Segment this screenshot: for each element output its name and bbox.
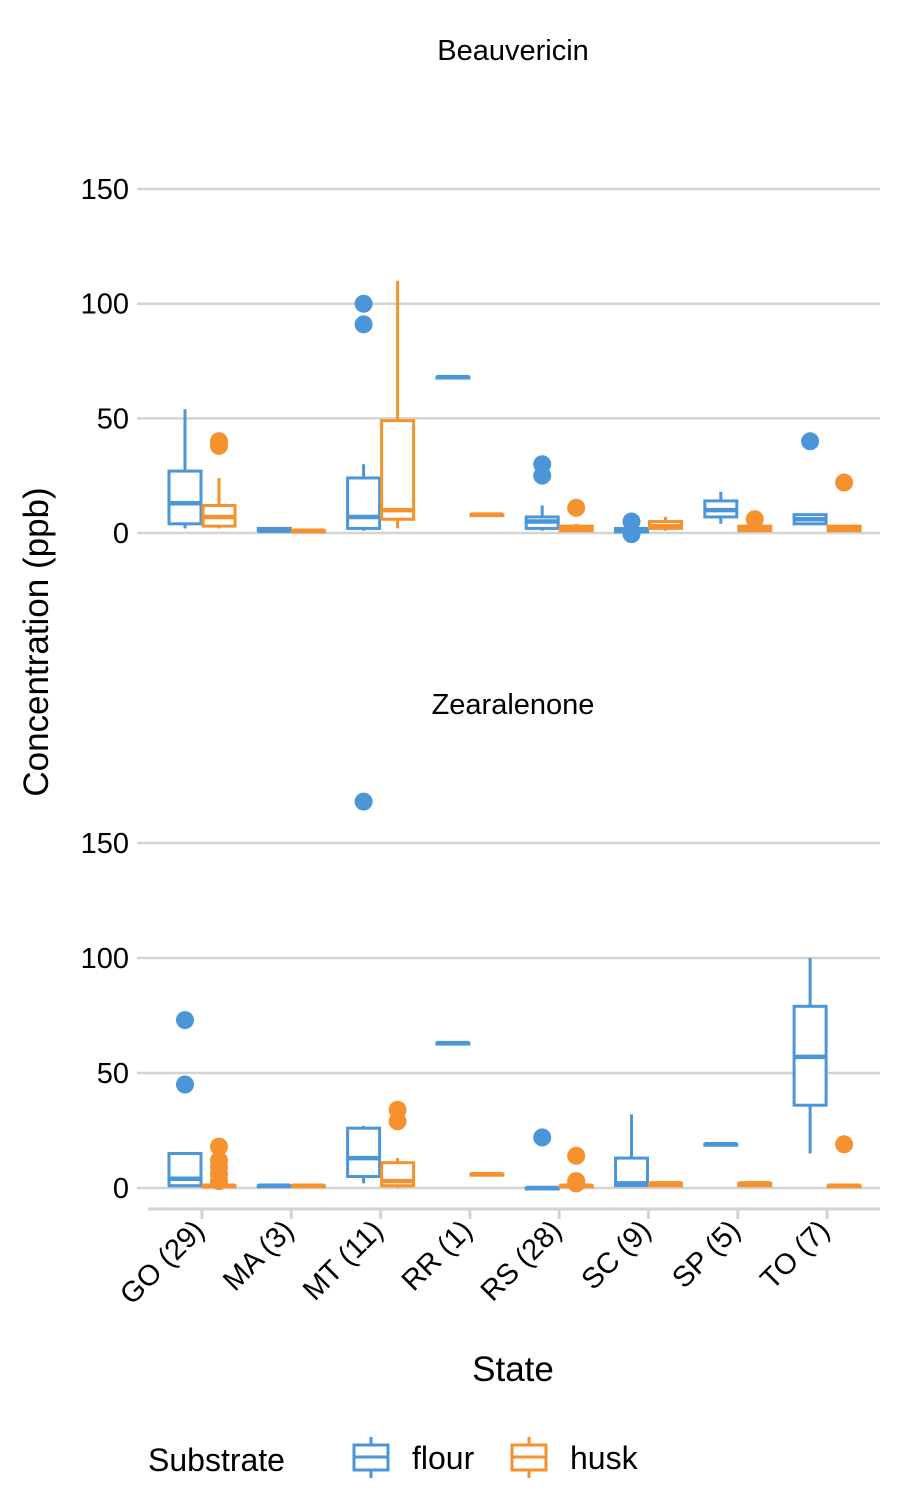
box-husk-2 bbox=[380, 280, 416, 529]
box-flour-3 bbox=[435, 374, 471, 380]
y-tick-label: 0 bbox=[113, 518, 129, 550]
x-tick-label: TO (7) bbox=[755, 1214, 836, 1295]
legend-keys: flour husk bbox=[352, 1437, 639, 1478]
outlier-point bbox=[835, 1135, 854, 1154]
panel-1: Zearalenone 0 50 100 150 bbox=[81, 689, 880, 1205]
box-flour-2 bbox=[346, 792, 382, 1184]
box-flour-5 bbox=[614, 1114, 649, 1188]
y-tick-label: 100 bbox=[81, 943, 129, 975]
box-flour-6 bbox=[703, 1142, 739, 1147]
box-husk-7 bbox=[826, 473, 862, 533]
x-tick-label: MT (11) bbox=[297, 1214, 390, 1307]
box-husk-0 bbox=[201, 432, 237, 529]
outlier-point bbox=[533, 455, 552, 474]
outlier-point bbox=[567, 1146, 586, 1165]
box-flour-6 bbox=[703, 491, 739, 524]
outlier-point bbox=[354, 315, 373, 334]
y-tick-label: 100 bbox=[81, 289, 129, 321]
outlier-point bbox=[354, 294, 373, 313]
box-husk-6 bbox=[737, 510, 773, 533]
box-husk-3 bbox=[469, 1171, 505, 1177]
legend-title: Substrate bbox=[148, 1442, 285, 1478]
box-iqr bbox=[167, 469, 203, 526]
box-flour-0 bbox=[167, 1011, 203, 1188]
box-iqr bbox=[380, 419, 416, 521]
panel-title: Zearalenone bbox=[432, 689, 595, 721]
panel-0: Beauvericin 0 50 100 150 bbox=[81, 35, 880, 550]
box-iqr bbox=[346, 476, 382, 530]
box-husk-6 bbox=[737, 1181, 773, 1188]
legend: Substrate flour husk bbox=[148, 1437, 639, 1478]
outlier-point bbox=[567, 498, 586, 517]
box-iqr bbox=[614, 1156, 649, 1188]
outlier-point bbox=[388, 1100, 407, 1119]
outlier-point bbox=[622, 512, 641, 531]
y-tick-label: 150 bbox=[81, 828, 129, 860]
outlier-point bbox=[567, 1172, 586, 1191]
outlier-point bbox=[176, 1011, 194, 1030]
y-tick-label: 150 bbox=[81, 174, 129, 206]
box-husk-0 bbox=[201, 1137, 237, 1191]
legend-key-flour: flour bbox=[352, 1437, 475, 1478]
panels: Beauvericin 0 50 100 150 Zearalenone 0 50 100 150 bbox=[81, 35, 880, 1205]
outlier-point bbox=[745, 510, 764, 529]
outlier-point bbox=[533, 1128, 552, 1147]
box-husk-4 bbox=[558, 498, 594, 533]
legend-label: husk bbox=[570, 1440, 639, 1476]
box-husk-4 bbox=[558, 1146, 594, 1193]
outlier-point bbox=[354, 792, 373, 811]
x-tick-label: MA (3) bbox=[217, 1214, 300, 1297]
y-axis-title: Concentration (ppb) bbox=[17, 487, 56, 796]
outlier-point bbox=[835, 473, 854, 492]
box-iqr bbox=[346, 1126, 382, 1178]
box-flour-1 bbox=[256, 1183, 292, 1189]
legend-label: flour bbox=[412, 1440, 475, 1476]
box-flour-4 bbox=[524, 455, 560, 531]
x-tick-label: RS (28) bbox=[475, 1214, 568, 1307]
box-husk-3 bbox=[469, 512, 505, 518]
y-tick-label: 50 bbox=[97, 1058, 129, 1090]
box-flour-0 bbox=[167, 409, 203, 529]
box-husk-5 bbox=[648, 1181, 683, 1188]
legend-key-husk: husk bbox=[510, 1437, 639, 1478]
box-flour-1 bbox=[256, 526, 292, 533]
box-husk-7 bbox=[826, 1135, 862, 1189]
outlier-point bbox=[210, 1151, 228, 1170]
x-tick-label: GO (29) bbox=[114, 1214, 211, 1311]
box-husk-1 bbox=[290, 528, 326, 534]
outlier-point bbox=[176, 1075, 194, 1094]
box-flour-7 bbox=[792, 432, 828, 526]
y-tick-label: 0 bbox=[113, 1173, 129, 1205]
x-tick-label: SC (9) bbox=[576, 1214, 658, 1296]
outlier-point bbox=[210, 1137, 228, 1156]
outlier-point bbox=[801, 432, 820, 451]
box-husk-1 bbox=[290, 1183, 326, 1189]
box-flour-5 bbox=[614, 512, 649, 544]
outlier-point bbox=[210, 432, 228, 451]
x-axis-title: State bbox=[472, 1350, 554, 1389]
box-husk-2 bbox=[380, 1100, 416, 1188]
y-tick-label: 50 bbox=[97, 403, 129, 435]
x-axis: GO (29) MA (3)MT (11) RR (1)RS (28) SC (9) S… bbox=[114, 1207, 880, 1311]
x-tick-label: SP (5) bbox=[666, 1214, 746, 1294]
panel-title: Beauvericin bbox=[437, 35, 589, 67]
box-husk-5 bbox=[648, 516, 683, 531]
box-flour-7 bbox=[792, 958, 828, 1154]
box-flour-4 bbox=[524, 1128, 560, 1191]
box-flour-3 bbox=[435, 1040, 471, 1046]
outlier-point bbox=[622, 525, 641, 544]
x-tick-label: RR (1) bbox=[396, 1214, 479, 1297]
box-flour-2 bbox=[346, 294, 382, 531]
